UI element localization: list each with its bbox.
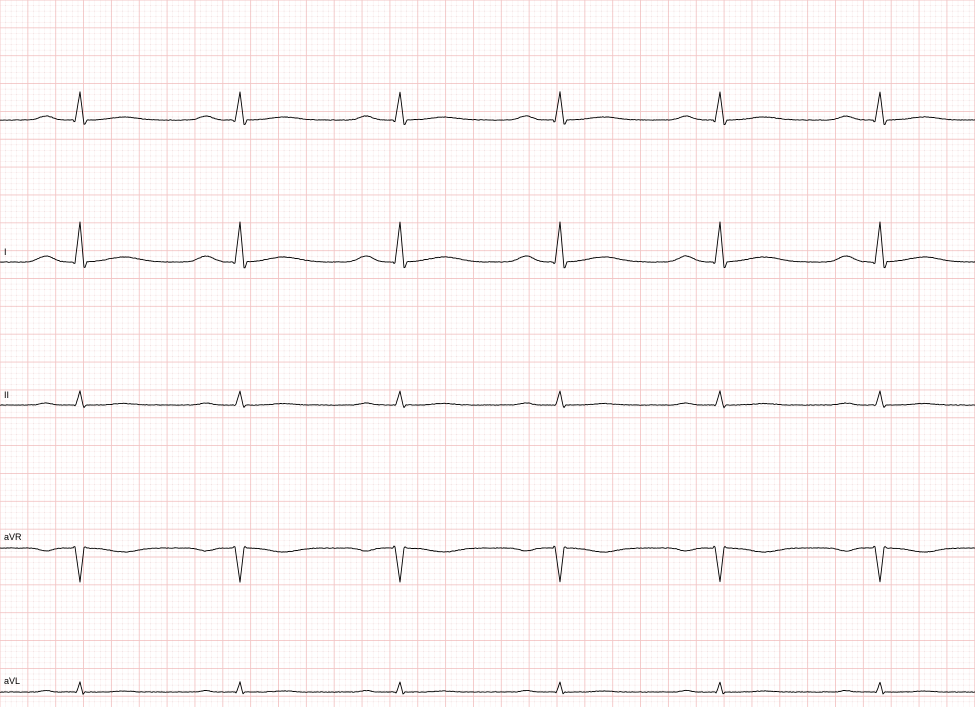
lead-label-aVR: aVR xyxy=(4,532,22,542)
lead-label-III: II xyxy=(4,390,9,400)
lead-label-II: I xyxy=(4,247,7,257)
ecg-svg: IIIaVRaVL xyxy=(0,0,975,707)
ecg-chart: IIIaVRaVL xyxy=(0,0,975,707)
lead-label-aVL: aVL xyxy=(4,676,20,686)
